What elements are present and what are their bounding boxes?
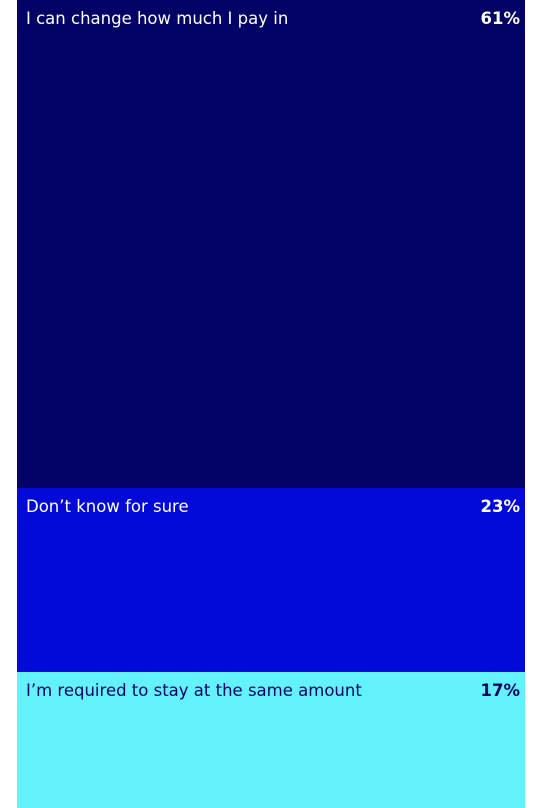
bar-value-label-2: 23% bbox=[480, 497, 521, 516]
bar-label-3: I’m required to stay at the same amount bbox=[26, 681, 362, 700]
bar-value-label-3: 17% bbox=[480, 681, 521, 700]
bar-label-1: I can change how much I pay in bbox=[26, 9, 289, 28]
bar-segment-2: Don’t know for sure 23% bbox=[17, 488, 525, 672]
bar-value-label-1: 61% bbox=[480, 9, 521, 28]
stacked-bar-chart: I can change how much I pay in 61% Don’t k… bbox=[17, 0, 525, 808]
bar-segment-3: I’m required to stay at the same amount 1… bbox=[17, 672, 525, 808]
bar-label-2: Don’t know for sure bbox=[26, 497, 189, 516]
bar-segment-1: I can change how much I pay in 61% bbox=[17, 0, 525, 488]
